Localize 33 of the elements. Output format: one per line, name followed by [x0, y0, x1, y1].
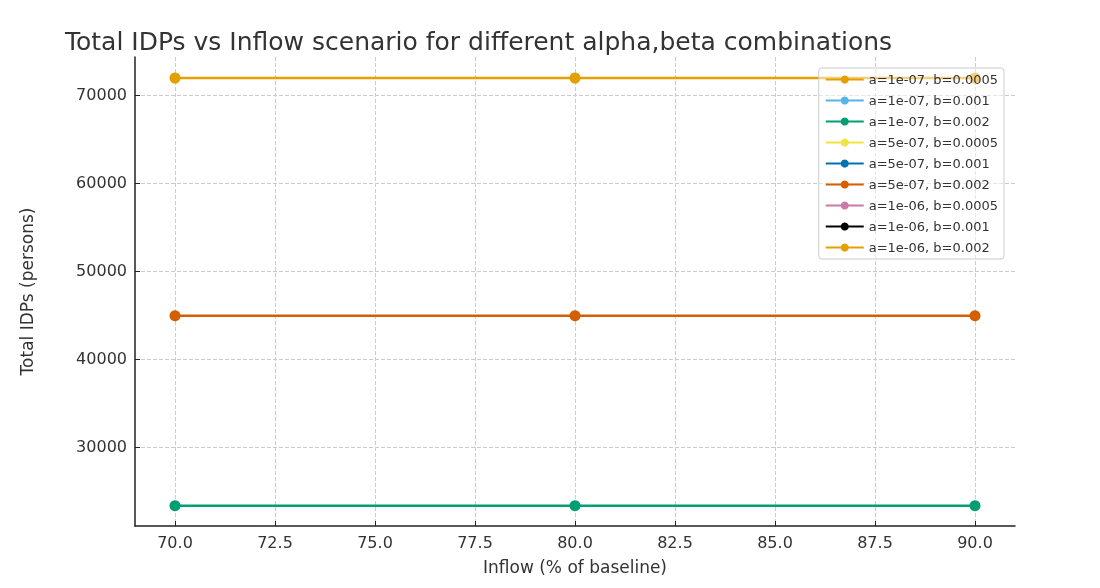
point	[569, 310, 581, 322]
y-tick-label: 50000	[76, 261, 127, 281]
x-axis-title: Inflow (% of baseline)	[482, 556, 668, 577]
x-tick-label: 82.5	[657, 532, 693, 552]
y-tick-label: 30000	[76, 437, 127, 457]
chart-title: Total IDPs vs Inflow scenario for different alpha,beta combinations	[64, 27, 893, 56]
point	[969, 500, 981, 512]
point	[169, 500, 181, 512]
y-tick-label: 70000	[76, 85, 127, 105]
point	[569, 72, 581, 84]
y-axis-title: Total IDPs (persons)	[16, 207, 37, 377]
point	[569, 500, 581, 512]
x-tick-label: 72.5	[257, 532, 293, 552]
point	[169, 72, 181, 84]
point	[969, 310, 981, 322]
x-tick-label: 75.0	[357, 532, 393, 552]
y-tick-label: 40000	[76, 349, 127, 369]
x-tick-label: 80.0	[557, 532, 593, 552]
legend-label: a=1e-06, b=0.0005	[868, 198, 999, 213]
legend-label: a=5e-07, b=0.001	[868, 156, 990, 171]
x-tick-label: 87.5	[857, 532, 893, 552]
legend-label: a=1e-07, b=0.002	[868, 114, 990, 129]
y-tick-label: 60000	[76, 173, 127, 193]
point	[169, 310, 181, 322]
x-tick-label: 90.0	[957, 532, 993, 552]
legend-label: a=5e-07, b=0.0005	[868, 135, 999, 150]
legend-label: a=1e-07, b=0.001	[868, 93, 990, 108]
legend-label: a=1e-06, b=0.002	[868, 240, 990, 255]
legend-label: a=1e-06, b=0.001	[868, 219, 990, 234]
x-tick-label: 70.0	[157, 532, 193, 552]
x-tick-label: 85.0	[757, 532, 793, 552]
legend-label: a=5e-07, b=0.002	[868, 177, 990, 192]
x-tick-label: 77.5	[457, 532, 493, 552]
